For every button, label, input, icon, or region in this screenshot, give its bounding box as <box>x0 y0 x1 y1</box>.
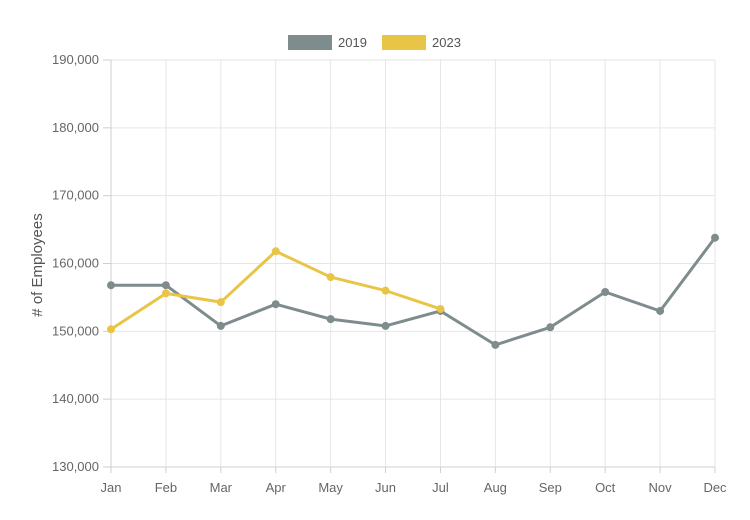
x-tick-label: Dec <box>703 480 727 495</box>
data-point[interactable] <box>161 289 170 298</box>
y-tick-label: 150,000 <box>52 323 99 338</box>
x-tick-label: Apr <box>266 480 287 495</box>
y-axis-ticks: 130,000 140,000 150,000 160,000 170,000 180,0… <box>52 52 99 474</box>
data-point[interactable] <box>711 233 719 242</box>
data-point[interactable] <box>436 304 445 313</box>
data-point[interactable] <box>216 321 225 330</box>
x-tick-label: Aug <box>484 480 507 495</box>
y-tick-label: 160,000 <box>52 256 99 271</box>
data-point[interactable] <box>656 306 665 315</box>
data-point[interactable] <box>107 325 115 334</box>
x-tick-label: Oct <box>595 480 616 495</box>
legend-item-2023[interactable]: 2023 <box>382 35 461 50</box>
grid <box>103 59 716 473</box>
y-axis-label: # of Employees <box>29 213 46 316</box>
data-point[interactable] <box>271 247 280 256</box>
data-point[interactable] <box>381 321 390 330</box>
legend-label: 2019 <box>338 35 367 50</box>
data-point[interactable] <box>216 298 225 307</box>
data-point[interactable] <box>546 323 555 332</box>
y-tick-label: 170,000 <box>52 188 99 203</box>
data-point[interactable] <box>271 300 280 309</box>
legend-item-2019[interactable]: 2019 <box>288 35 367 50</box>
x-tick-label: Feb <box>155 480 177 495</box>
data-point[interactable] <box>326 315 335 324</box>
x-axis-ticks: Jan Feb Mar Apr May Jun Jul Aug Sep Oct Nov Dec <box>101 480 728 495</box>
x-tick-label: Nov <box>649 480 673 495</box>
series-2019 <box>107 233 719 349</box>
y-tick-label: 140,000 <box>52 391 99 406</box>
x-tick-label: Mar <box>210 480 233 495</box>
series-2023 <box>107 247 445 334</box>
data-point[interactable] <box>326 273 335 282</box>
data-point[interactable] <box>601 287 610 296</box>
y-tick-label: 180,000 <box>52 120 99 135</box>
legend: 2019 2023 <box>288 35 461 50</box>
y-tick-label: 130,000 <box>52 459 99 474</box>
x-tick-label: Jul <box>432 480 449 495</box>
data-point[interactable] <box>491 340 500 349</box>
x-tick-label: May <box>318 480 343 495</box>
legend-label: 2023 <box>432 35 461 50</box>
series-line <box>111 236 717 347</box>
legend-swatch <box>382 35 426 50</box>
series-group <box>107 233 719 349</box>
data-point[interactable] <box>107 281 115 290</box>
y-tick-label: 190,000 <box>52 52 99 67</box>
legend-swatch <box>288 35 332 50</box>
data-point[interactable] <box>161 281 170 290</box>
data-point[interactable] <box>381 286 390 295</box>
x-tick-label: Jun <box>375 480 396 495</box>
x-tick-label: Sep <box>539 480 562 495</box>
x-tick-label: Jan <box>101 480 122 495</box>
